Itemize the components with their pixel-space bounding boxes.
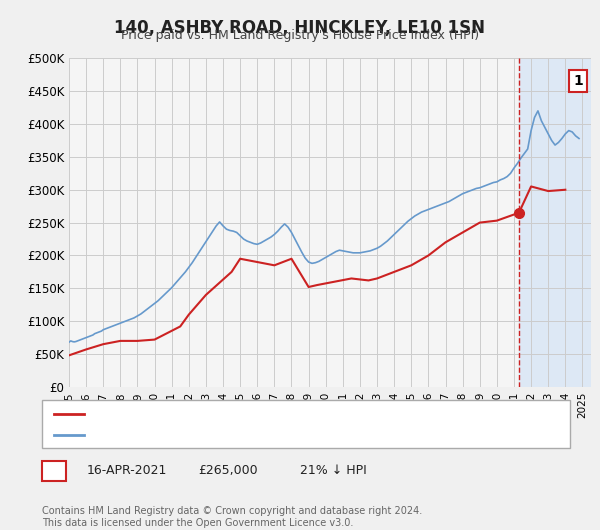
Bar xyxy=(519,58,591,387)
Text: 16-APR-2021: 16-APR-2021 xyxy=(87,464,167,477)
Text: 1: 1 xyxy=(50,464,58,477)
Text: Price paid vs. HM Land Registry's House Price Index (HPI): Price paid vs. HM Land Registry's House … xyxy=(121,29,479,42)
Text: 140, ASHBY ROAD, HINCKLEY, LE10 1SN: 140, ASHBY ROAD, HINCKLEY, LE10 1SN xyxy=(115,19,485,37)
Text: HPI: Average price, detached house, Hinckley and Bosworth: HPI: Average price, detached house, Hinc… xyxy=(93,430,427,439)
Text: 140, ASHBY ROAD, HINCKLEY, LE10 1SN (detached house): 140, ASHBY ROAD, HINCKLEY, LE10 1SN (det… xyxy=(93,410,418,419)
Text: 21% ↓ HPI: 21% ↓ HPI xyxy=(300,464,367,477)
Text: 1: 1 xyxy=(573,74,583,89)
Text: Contains HM Land Registry data © Crown copyright and database right 2024.
This d: Contains HM Land Registry data © Crown c… xyxy=(42,506,422,528)
Text: £265,000: £265,000 xyxy=(198,464,257,477)
